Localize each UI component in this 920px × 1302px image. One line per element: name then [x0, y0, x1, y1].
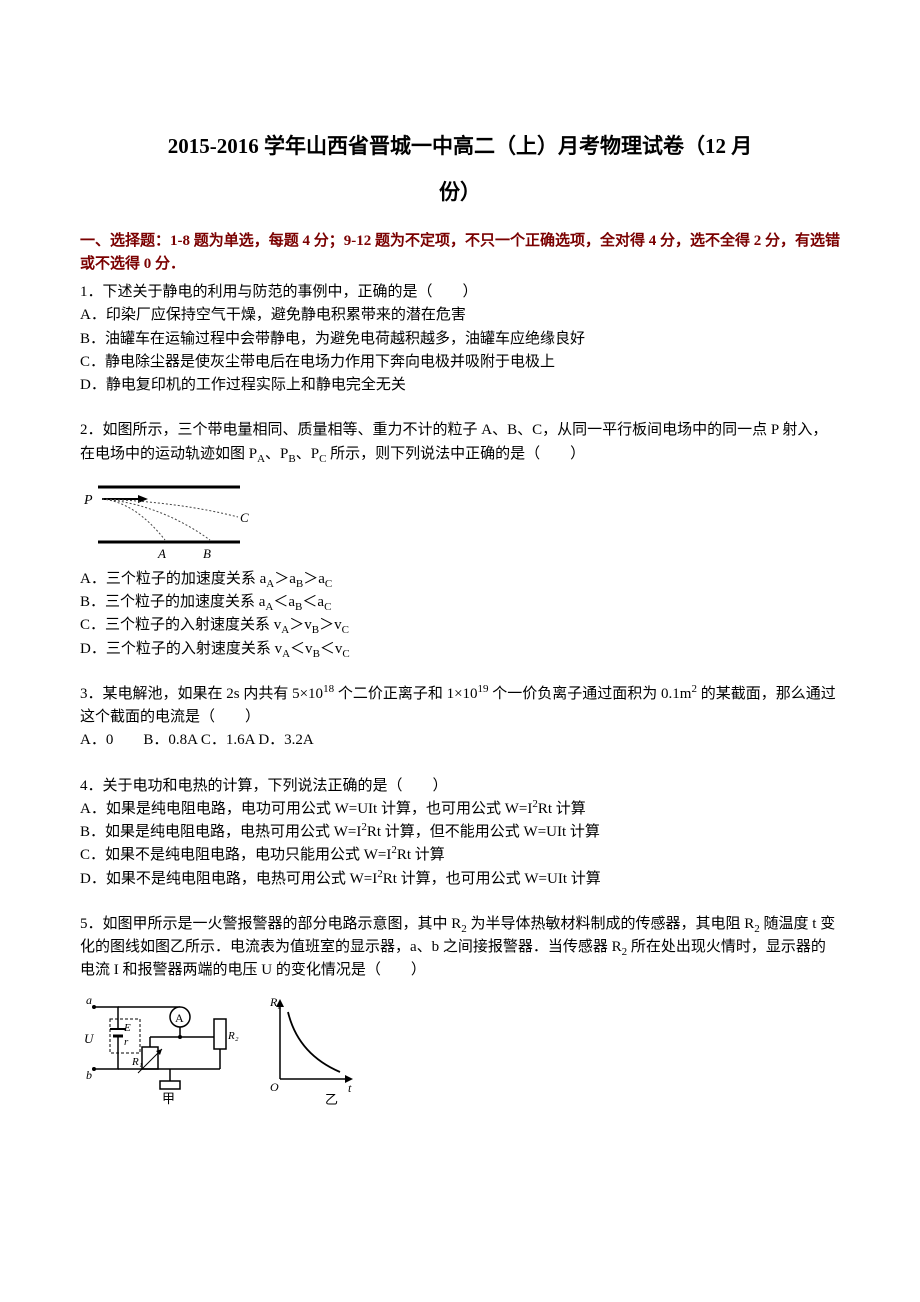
opt-text: A．三个粒子的加速度关系 a: [80, 571, 266, 587]
opt-text: B．如果是纯电阻电路，电热可用公式 W=I: [80, 824, 361, 840]
q5-text: 5．如图甲所示是一火警报警器的部分电路示意图，其中 R: [80, 916, 461, 932]
q2-traj-B: [102, 499, 210, 540]
q2-opt-a: A．三个粒子的加速度关系 aA＞aB＞aC: [80, 568, 840, 591]
q2-stem-text: 所示，则下列说法中正确的是（ ）: [326, 446, 585, 462]
resistor-R1: [142, 1047, 158, 1069]
q3-stem: 3．某电解池，如果在 2s 内共有 5×1018 个二价正离子和 1×1019 …: [80, 683, 840, 730]
q3-text: 个二价正离子和 1×10: [334, 686, 477, 702]
opt-sub: C: [342, 624, 349, 636]
opt-text: ＜v: [290, 641, 313, 657]
opt-text: D．三个粒子的入射速度关系 v: [80, 641, 282, 657]
opt-text: ＞v: [319, 617, 342, 633]
q2-stem: 2．如图所示，三个带电量相同、质量相等、重力不计的粒子 A、B、C，从同一平行板…: [80, 419, 840, 466]
opt-text: D．如果不是纯电阻电路，电热可用公式 W=I: [80, 871, 377, 887]
q2-stem-text: 、P: [296, 446, 319, 462]
q4-opt-b: B．如果是纯电阻电路，电热可用公式 W=I2Rt 计算，但不能用公式 W=UIt…: [80, 821, 840, 844]
label-b: b: [86, 1068, 92, 1082]
q1-opt-c: C．静电除尘器是使灰尘带电后在电场力作用下奔向电极并吸附于电极上: [80, 351, 840, 374]
q2-traj-A: [102, 499, 165, 540]
x-label: t: [348, 1081, 352, 1095]
wire: [94, 1007, 118, 1025]
q1-stem: 1．下述关于静电的利用与防范的事例中，正确的是（ ）: [80, 281, 840, 304]
section-header: 一、选择题：1-8 题为单选，每题 4 分；9-12 题为不定项，不只一个正确选…: [80, 230, 840, 275]
opt-sub: C: [324, 601, 331, 613]
page-title-line1: 2015-2016 学年山西省晋城一中高二（上）月考物理试卷（12 月: [80, 130, 840, 160]
q4-opt-c: C．如果不是纯电阻电路，电功只能用公式 W=I2Rt 计算: [80, 844, 840, 867]
q2-opt-d: D．三个粒子的入射速度关系 vA＜vB＜vC: [80, 638, 840, 661]
y-label: R₂: [269, 995, 282, 1009]
q2-sub: A: [257, 453, 265, 465]
wire: [94, 1051, 118, 1069]
label-R1: R₁: [131, 1056, 143, 1068]
q1-opt-a: A．印染厂应保持空气干燥，避免静电积累带来的潜在危害: [80, 304, 840, 327]
opt-text: C．三个粒子的入射速度关系 v: [80, 617, 281, 633]
origin-label: O: [270, 1080, 279, 1094]
opt-text: ＞a: [303, 571, 325, 587]
q5-figure-svg: a b U E r A: [80, 989, 360, 1109]
caption-jia: 甲: [162, 1091, 175, 1106]
opt-sub: A: [266, 578, 274, 590]
q3-text: 个一价负离子通过面积为 0.1m: [489, 686, 692, 702]
question-1: 1．下述关于静电的利用与防范的事例中，正确的是（ ） A．印染厂应保持空气干燥，…: [80, 281, 840, 397]
q1-opt-d: D．静电复印机的工作过程实际上和静电完全无关: [80, 374, 840, 397]
q2-label-A: A: [157, 546, 166, 561]
opt-text: B．三个粒子的加速度关系 a: [80, 594, 265, 610]
q5-figure: a b U E r A: [80, 989, 840, 1109]
page-title-line2: 份）: [80, 176, 840, 206]
switch-box: [160, 1081, 180, 1089]
opt-text: ＜v: [320, 641, 343, 657]
q2-figure-svg: P A B C: [80, 472, 250, 564]
opt-sub: C: [325, 578, 332, 590]
label-E: E: [123, 1022, 131, 1034]
ammeter-label: A: [175, 1011, 184, 1025]
opt-sub: A: [282, 648, 290, 660]
opt-text: Rt 计算: [538, 801, 586, 817]
q2-figure: P A B C: [80, 472, 840, 564]
opt-sub: B: [312, 624, 319, 636]
question-5: 5．如图甲所示是一火警报警器的部分电路示意图，其中 R2 为半导体热敏材料制成的…: [80, 913, 840, 1109]
caption-yi: 乙: [325, 1092, 338, 1107]
label-R2: R₂: [227, 1030, 239, 1042]
q2-opt-b: B．三个粒子的加速度关系 aA＜aB＜aC: [80, 591, 840, 614]
opt-text: ＜a: [273, 594, 295, 610]
q2-label-P: P: [83, 493, 93, 508]
opt-text: A．如果是纯电阻电路，电功可用公式 W=UIt 计算，也可用公式 W=I: [80, 801, 532, 817]
q5-text: 为半导体热敏材料制成的传感器，其电阻 R: [467, 916, 755, 932]
question-4: 4．关于电功和电热的计算，下列说法正确的是（ ） A．如果是纯电阻电路，电功可用…: [80, 775, 840, 891]
q2-label-B: B: [203, 546, 211, 561]
opt-text: C．如果不是纯电阻电路，电功只能用公式 W=I: [80, 847, 391, 863]
q2-stem-text: 、P: [265, 446, 288, 462]
resistor-R2: [214, 1019, 226, 1049]
question-2: 2．如图所示，三个带电量相同、质量相等、重力不计的粒子 A、B、C，从同一平行板…: [80, 419, 840, 661]
label-r: r: [124, 1036, 129, 1048]
opt-text: Rt 计算: [397, 847, 445, 863]
decay-curve: [288, 1012, 340, 1072]
q2-opt-c: C．三个粒子的入射速度关系 vA＞vB＞vC: [80, 614, 840, 637]
q4-opt-a: A．如果是纯电阻电路，电功可用公式 W=UIt 计算，也可用公式 W=I2Rt …: [80, 798, 840, 821]
q5-stem: 5．如图甲所示是一火警报警器的部分电路示意图，其中 R2 为半导体热敏材料制成的…: [80, 913, 840, 983]
question-3: 3．某电解池，如果在 2s 内共有 5×1018 个二价正离子和 1×1019 …: [80, 683, 840, 753]
q5-graph-right: R₂ t O 乙: [269, 995, 353, 1107]
q5-circuit-left: a b U E r A: [84, 993, 239, 1106]
opt-text: ＜a: [302, 594, 324, 610]
q1-opt-b: B．油罐车在运输过程中会带静电，为避免电荷越积越多，油罐车应绝缘良好: [80, 328, 840, 351]
q3-sup: 18: [323, 683, 334, 695]
opt-sub: C: [342, 648, 349, 660]
q4-stem: 4．关于电功和电热的计算，下列说法正确的是（ ）: [80, 775, 840, 798]
label-U: U: [84, 1031, 95, 1046]
opt-text: ＞v: [289, 617, 312, 633]
q3-text: 3．某电解池，如果在 2s 内共有 5×10: [80, 686, 323, 702]
opt-text: ＞a: [274, 571, 296, 587]
q2-sub: B: [288, 453, 295, 465]
label-a: a: [86, 993, 92, 1007]
opt-text: Rt 计算，也可用公式 W=UIt 计算: [383, 871, 601, 887]
q3-sup: 19: [478, 683, 489, 695]
q4-opt-d: D．如果不是纯电阻电路，电热可用公式 W=I2Rt 计算，也可用公式 W=UIt…: [80, 868, 840, 891]
q2-label-C: C: [240, 510, 249, 525]
opt-sub: B: [313, 648, 320, 660]
opt-text: Rt 计算，但不能用公式 W=UIt 计算: [367, 824, 600, 840]
q3-opts: A．0 B．0.8A C．1.6A D．3.2A: [80, 729, 840, 752]
